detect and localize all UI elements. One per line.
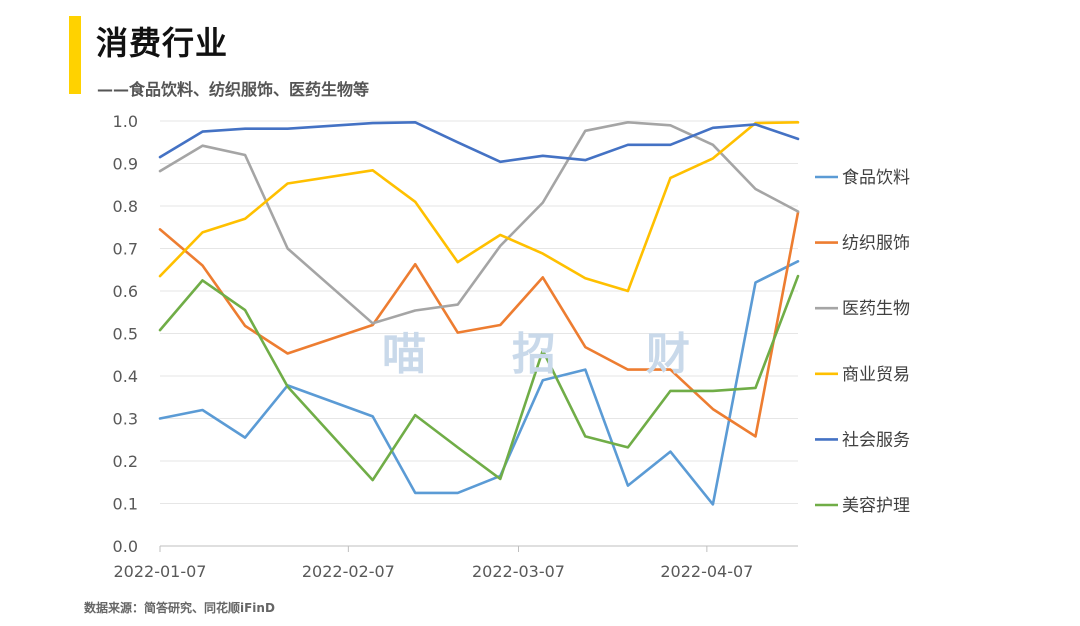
page-title: 消费行业 [96,24,229,62]
page-subtitle: ——食品饮料、纺织服饰、医药生物等 [97,80,370,99]
series-line [158,121,800,164]
legend-label: 商业贸易 [842,365,910,385]
series-line [158,259,800,506]
y-tick-label: 0.5 [113,325,138,344]
y-tick-label: 0.9 [113,155,138,174]
legend-label: 社会服务 [842,430,910,450]
y-tick-label: 0.6 [113,282,138,301]
legend-label: 纺织服饰 [842,234,910,254]
y-tick-label: 1.0 [113,112,138,131]
y-tick-label: 0.7 [113,240,138,259]
watermark-char: 喵 [382,329,426,380]
watermark-char: 招 [512,329,556,380]
x-tick-label: 2022-02-07 [302,562,395,581]
legend-label: 医药生物 [842,299,910,319]
y-tick-label: 0.2 [113,452,138,471]
watermark-char: 财 [646,329,690,380]
x-tick-label: 2022-03-07 [472,562,565,581]
legend-label: 美容护理 [842,496,910,516]
y-tick-label: 0.0 [113,537,138,556]
x-tick-label: 2022-01-07 [114,562,207,581]
series-line [158,121,800,325]
y-tick-label: 0.4 [113,367,138,386]
x-tick-label: 2022-04-07 [660,562,753,581]
y-tick-label: 0.3 [113,410,138,429]
y-tick-label: 0.8 [113,197,138,216]
data-source-note: 数据来源：简答研究、同花顺iFinD [84,601,275,615]
series-line [158,121,800,293]
y-tick-label: 0.1 [113,495,138,514]
series-line [158,211,800,438]
legend-label: 食品饮料 [842,168,910,188]
series-line [158,274,800,482]
title-accent-bar [69,16,81,94]
